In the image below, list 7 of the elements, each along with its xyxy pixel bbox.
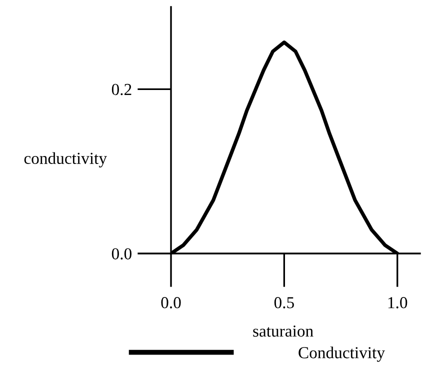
x-tick-label: 1.0 — [388, 297, 408, 308]
text: Conductivity — [298, 346, 385, 362]
x-tick-label: 0.5 — [274, 297, 294, 308]
x-axis-title: saturaion — [253, 326, 314, 337]
x-tick-label: 0.0 — [161, 297, 181, 308]
y-axis-title: conductivity — [24, 152, 107, 168]
y-tick-label: 0.2 — [112, 84, 132, 96]
